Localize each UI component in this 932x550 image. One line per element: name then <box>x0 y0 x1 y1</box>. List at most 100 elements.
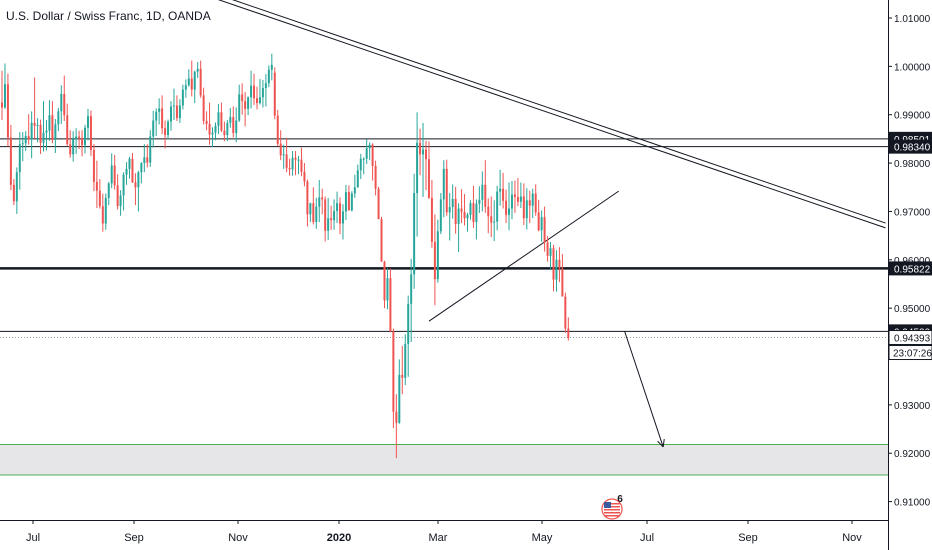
candle-body <box>279 143 282 156</box>
candle-body <box>110 165 113 184</box>
candle-body <box>86 116 89 128</box>
candle-body <box>395 411 398 423</box>
time-tick-label: Mar <box>429 532 448 544</box>
flag-stripe <box>604 515 620 517</box>
candle-body <box>3 84 6 108</box>
candle-body <box>178 105 181 119</box>
candle-body <box>152 120 155 137</box>
candle-body <box>451 198 454 208</box>
candle-body <box>202 95 205 122</box>
time-tick-label: 2020 <box>327 532 351 544</box>
candle-body <box>508 208 511 215</box>
candle-body <box>433 241 436 280</box>
flag-stripe <box>604 506 620 508</box>
candle-body <box>374 165 377 189</box>
event-badge[interactable]: 6 <box>601 494 623 520</box>
candle-body <box>505 200 508 215</box>
candle-body <box>95 181 98 191</box>
price-axis[interactable]: 1.01000 1.00000 0.99000 0.98000 0.97000 0.960… <box>888 0 932 550</box>
price-tick-label: 0.93000 <box>894 401 931 412</box>
candle-body <box>15 172 18 202</box>
candle-body <box>104 197 107 224</box>
candle-body <box>318 197 321 207</box>
candle-body <box>499 188 502 192</box>
trendline-long-down-channel <box>217 0 886 229</box>
candle-body <box>27 135 30 140</box>
candle-body <box>175 105 178 119</box>
candle-body <box>404 343 407 378</box>
candle-body <box>353 187 356 194</box>
candle-body <box>516 196 519 202</box>
candle-body <box>300 159 303 172</box>
candle-body <box>534 193 537 213</box>
arrow-head <box>657 440 664 448</box>
time-axis[interactable]: Jul Sep Nov 2020 Mar May Jul Sep Nov <box>0 520 888 550</box>
candle-body <box>416 142 419 194</box>
candle-body <box>522 196 525 219</box>
candle-body <box>333 210 336 221</box>
time-tick-label: Sep <box>124 532 144 544</box>
candle-body <box>211 132 214 135</box>
candle-body <box>427 159 430 198</box>
time-tick-label: May <box>532 532 553 544</box>
candle-body <box>161 108 164 129</box>
candle-body <box>297 159 300 161</box>
candle-body <box>347 192 350 211</box>
candle-body <box>54 124 57 140</box>
candle-body <box>181 89 184 106</box>
candle-body <box>258 97 261 104</box>
candle-body <box>525 200 528 219</box>
candle-body <box>199 68 202 96</box>
candle-body <box>238 94 241 121</box>
candle-body <box>430 197 433 242</box>
candle-body <box>158 108 161 112</box>
candle-body <box>149 136 152 163</box>
candle-body <box>172 105 175 107</box>
candle-body <box>493 221 496 223</box>
price-tick-label: 1.00000 <box>894 62 931 73</box>
candle-body <box>359 158 362 171</box>
zone-fill <box>0 444 888 476</box>
current-price-label: 0.94393 <box>894 334 931 345</box>
candle-body <box>229 117 232 123</box>
countdown-tag <box>888 345 932 361</box>
candle-body <box>116 185 119 207</box>
candle-body <box>1 102 3 108</box>
price-tick-label: 1.01000 <box>894 14 931 25</box>
candle-body <box>261 88 264 98</box>
candle-body <box>285 154 288 168</box>
candle-body <box>398 374 401 423</box>
candle-body <box>140 163 143 173</box>
candle-body <box>496 191 499 222</box>
candle-body <box>9 137 12 185</box>
candle-body <box>339 203 342 224</box>
candle-body <box>241 94 244 102</box>
candle-body <box>282 154 285 156</box>
candle-body <box>377 188 380 220</box>
event-count: 6 <box>617 494 623 505</box>
candle-body <box>113 165 116 186</box>
flag-stripe <box>604 503 620 505</box>
candle-body <box>128 158 131 169</box>
horizontal-levels <box>0 138 888 339</box>
candle-body <box>312 203 315 223</box>
flag-stripe <box>604 512 620 514</box>
candle-body <box>419 142 422 155</box>
price-tick-label: 0.92000 <box>894 449 931 460</box>
candle-body <box>66 115 69 145</box>
candle-body <box>475 203 478 223</box>
candles <box>1 53 570 459</box>
price-tick-label: 0.91000 <box>894 498 931 509</box>
candle-body <box>190 78 193 90</box>
candle-body <box>48 115 51 131</box>
target-zone <box>0 444 888 476</box>
candle-body <box>472 203 475 223</box>
candle-body <box>457 208 460 225</box>
time-axis-bg <box>0 520 888 550</box>
candle-body <box>276 115 279 144</box>
flag-stripe <box>604 509 620 511</box>
candle-body <box>336 203 339 211</box>
candle-body <box>481 184 484 200</box>
candle-body <box>18 144 21 173</box>
